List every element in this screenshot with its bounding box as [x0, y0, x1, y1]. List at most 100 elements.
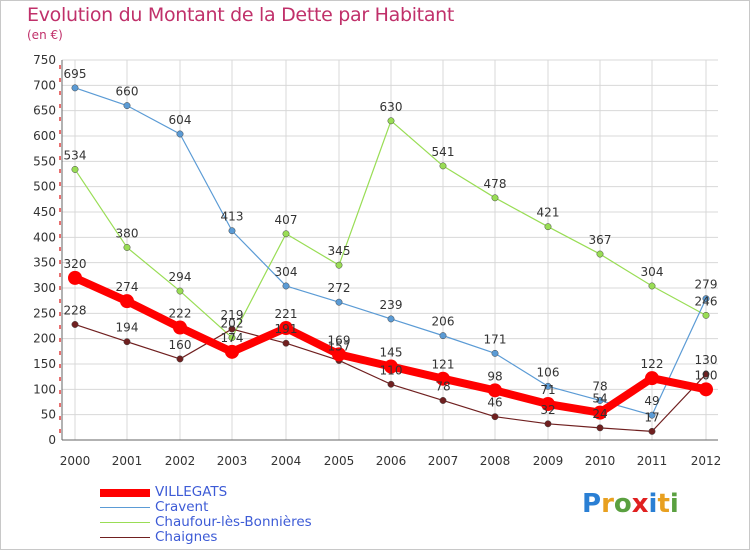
legend-label: Chaufour-lès-Bonnières — [155, 514, 312, 530]
data-label: 304 — [275, 265, 298, 279]
data-label: 239 — [380, 298, 403, 312]
y-tick-label: 550 — [33, 154, 56, 168]
y-tick-label: 750 — [33, 53, 56, 67]
data-point — [544, 382, 552, 390]
x-tick-label: 2000 — [60, 454, 91, 468]
data-label: 160 — [169, 338, 192, 352]
data-label: 279 — [695, 278, 718, 292]
data-label: 100 — [695, 368, 718, 382]
y-tick-label: 500 — [33, 180, 56, 194]
data-label: 221 — [275, 307, 298, 321]
logo-letter: i — [648, 489, 658, 519]
data-point — [596, 250, 604, 258]
data-point — [699, 382, 713, 397]
data-point — [544, 420, 552, 428]
data-label: 534 — [64, 148, 87, 162]
legend-item-cravent: Cravent — [100, 500, 312, 515]
y-tick-label: 300 — [33, 281, 56, 295]
y-tick-label: 50 — [41, 408, 56, 422]
data-point — [228, 334, 236, 342]
x-tick-label: 2009 — [533, 454, 564, 468]
y-tick-label: 200 — [33, 332, 56, 346]
data-point — [282, 282, 290, 290]
legend-label: Chaignes — [155, 529, 218, 545]
data-label: 695 — [64, 67, 87, 81]
data-point — [332, 347, 346, 362]
data-point — [436, 371, 450, 386]
data-point — [648, 427, 656, 435]
data-point — [71, 84, 79, 92]
data-label: 169 — [328, 333, 351, 347]
data-point — [702, 370, 710, 378]
data-point — [176, 287, 184, 295]
logo-letter: t — [657, 489, 670, 519]
data-label: 206 — [432, 315, 455, 329]
y-tick-label: 250 — [33, 306, 56, 320]
data-label: 413 — [221, 210, 244, 224]
data-point — [648, 411, 656, 419]
data-label: 110 — [380, 363, 403, 377]
y-tick-label: 150 — [33, 357, 56, 371]
data-point — [544, 223, 552, 231]
data-label: 541 — [432, 145, 455, 159]
legend-swatch-chaufour — [100, 522, 150, 523]
data-point — [596, 424, 604, 432]
data-point — [71, 165, 79, 173]
data-point — [123, 338, 131, 346]
logo-letter: i — [669, 489, 679, 519]
data-point — [71, 321, 79, 328]
data-point — [228, 227, 236, 235]
data-label: 304 — [641, 265, 664, 279]
data-point — [68, 270, 82, 285]
y-tick-label: 350 — [33, 256, 56, 270]
data-label: 32 — [540, 403, 555, 417]
data-label: 191 — [275, 322, 298, 336]
data-label: 272 — [328, 281, 351, 295]
data-label: 24 — [592, 407, 607, 421]
data-label: 630 — [380, 100, 403, 114]
data-point — [596, 397, 604, 404]
data-point — [282, 230, 290, 238]
data-point — [228, 325, 236, 333]
y-tick-label: 700 — [33, 78, 56, 92]
data-point — [541, 397, 555, 412]
legend-item-villegats: VILLEGATS — [100, 485, 312, 500]
y-tick-label: 650 — [33, 104, 56, 118]
logo-letter: P — [582, 489, 602, 519]
data-point — [176, 355, 184, 363]
legend: VILLEGATS Cravent Chaufour-lès-Bonnières… — [100, 485, 312, 545]
data-point — [120, 294, 134, 309]
x-tick-label: 2012 — [691, 454, 722, 468]
x-tick-label: 2011 — [637, 454, 668, 468]
data-label: 98 — [487, 369, 502, 383]
data-point — [439, 162, 447, 170]
data-label: 71 — [540, 383, 555, 397]
data-label: 78 — [592, 379, 607, 393]
x-tick-label: 2001 — [112, 454, 143, 468]
data-point — [593, 405, 607, 420]
x-tick-label: 2004 — [271, 454, 302, 468]
data-label: 380 — [116, 226, 139, 240]
data-label: 228 — [64, 303, 87, 317]
chart-subtitle: (en €) — [27, 28, 63, 42]
legend-swatch-cravent — [100, 507, 150, 508]
data-point — [491, 349, 499, 357]
data-point — [335, 261, 343, 269]
data-label: 407 — [275, 213, 298, 227]
data-label: 219 — [221, 308, 244, 322]
data-label: 421 — [537, 206, 560, 220]
legend-swatch-villegats — [100, 488, 150, 497]
data-point — [702, 295, 710, 303]
logo-letter: x — [631, 489, 649, 519]
data-label: 222 — [169, 307, 192, 321]
legend-item-chaignes: Chaignes — [100, 530, 312, 545]
data-label: 478 — [484, 177, 507, 191]
data-point — [387, 380, 395, 388]
data-label: 246 — [695, 294, 718, 308]
x-tick-label: 2010 — [585, 454, 616, 468]
data-label: 78 — [435, 379, 450, 393]
data-label: 122 — [641, 357, 664, 371]
data-label: 130 — [695, 353, 718, 367]
data-label: 174 — [221, 331, 244, 345]
